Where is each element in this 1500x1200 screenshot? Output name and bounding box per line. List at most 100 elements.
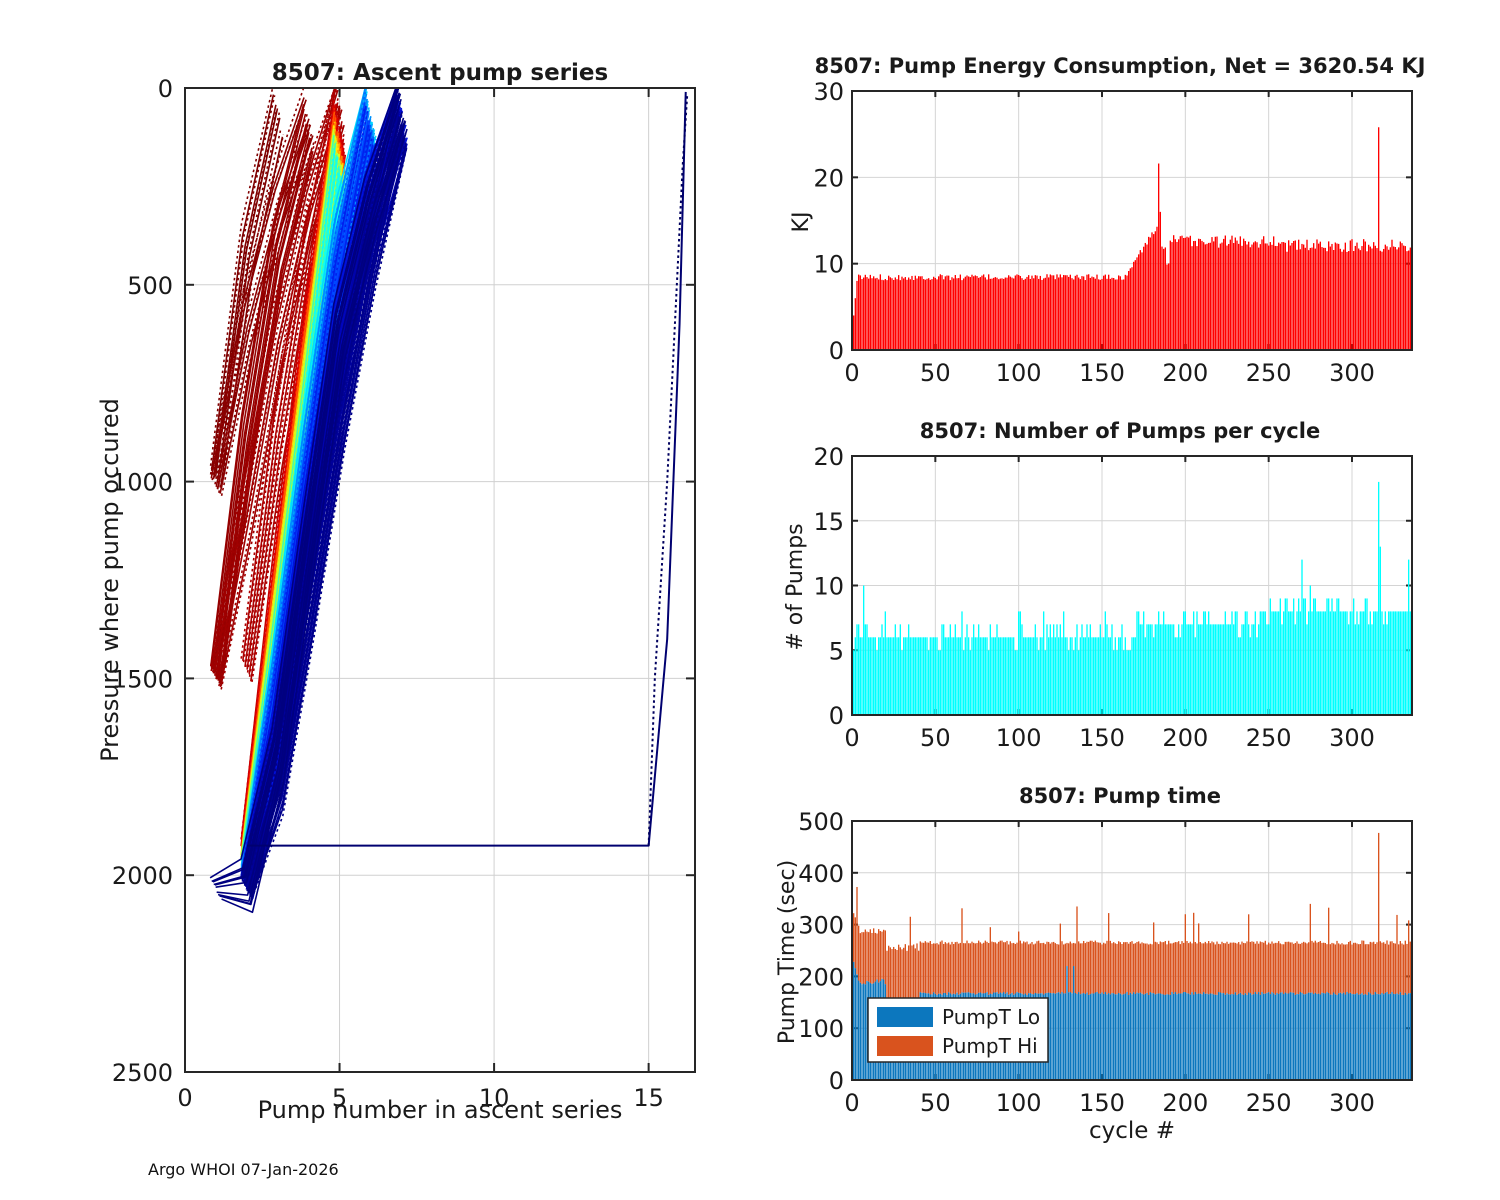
npumps-bar xyxy=(1046,624,1048,715)
ascent-cycle-line xyxy=(213,111,278,478)
pumptime-hi-bar xyxy=(1173,942,1175,994)
npumps-bar xyxy=(1266,624,1268,715)
npumps-bar xyxy=(926,637,928,715)
ascent-cycle-line xyxy=(212,88,400,883)
energy-bar xyxy=(1393,246,1395,350)
pumptime-lo-bar xyxy=(1391,991,1393,1080)
energy-bar xyxy=(911,275,913,350)
energy-bar xyxy=(1224,235,1226,350)
npumps-bar xyxy=(886,637,888,715)
pumptime-hi-bar xyxy=(1159,941,1161,994)
ascent-cycle-line xyxy=(220,134,285,488)
npumps-bar xyxy=(951,637,953,715)
npumps-bar xyxy=(1174,637,1176,715)
energy-bar xyxy=(1308,250,1310,350)
pumptime-hi-bar xyxy=(1373,941,1375,995)
pumptime-lo-bar xyxy=(1351,994,1353,1080)
energy-bar xyxy=(1376,248,1378,350)
pumptime-lo-bar xyxy=(1304,994,1306,1080)
npumps-bar xyxy=(1199,624,1201,715)
npumps-bar xyxy=(1346,611,1348,715)
npumps-bar xyxy=(891,637,893,715)
energy-bar xyxy=(916,278,918,350)
npumps-bar xyxy=(1229,624,1231,715)
pumptime-hi-bar xyxy=(869,929,871,984)
npumps-bar xyxy=(1124,637,1126,715)
ascent-cycle-line xyxy=(216,112,281,479)
ascent-cycle-line xyxy=(240,106,366,878)
pumptime-hi-bar xyxy=(914,948,916,1000)
pumptime-hi-bar xyxy=(1054,943,1056,994)
npumps-bar xyxy=(864,624,866,715)
energy-bar xyxy=(1198,238,1200,350)
pumptime-hi-bar xyxy=(1151,944,1153,994)
energy-bar xyxy=(878,279,880,350)
energy-bar xyxy=(1049,274,1051,350)
npumps-bar xyxy=(1146,624,1148,715)
npumps-bar xyxy=(919,637,921,715)
energy-bar xyxy=(1231,235,1233,350)
npumps-bar xyxy=(1051,637,1053,715)
npumps-bar xyxy=(1018,611,1020,715)
energy-bar xyxy=(1144,242,1146,350)
pumptime-hi-bar xyxy=(951,941,953,995)
npumps-bar xyxy=(1276,611,1278,715)
ascent-cycle-line xyxy=(212,95,276,472)
energy-bar xyxy=(1176,241,1178,350)
pumptime-hi-bar xyxy=(1183,942,1185,993)
pumptime-lo-bar xyxy=(1196,993,1198,1080)
npumps-bar xyxy=(1028,637,1030,715)
npumps-bar xyxy=(1409,611,1411,715)
ascent-plot-border xyxy=(184,87,696,1073)
npumps-bar xyxy=(911,637,913,715)
npumpsAxes-ytick: 20 xyxy=(813,443,844,471)
pumptime-hi-bar xyxy=(1064,943,1066,994)
energy-bar xyxy=(941,275,943,350)
pumptime-hi-bar xyxy=(1153,922,1155,994)
energy-bar xyxy=(1098,279,1100,350)
pumptime-lo-bar xyxy=(1246,994,1248,1080)
npumps-bar xyxy=(984,637,986,715)
energy-bar xyxy=(1264,243,1266,350)
energy-bar xyxy=(1239,236,1241,350)
pumptime-hi-bar xyxy=(878,929,880,983)
energy-bar xyxy=(1111,277,1113,350)
energy-bar xyxy=(946,275,948,350)
pumptime-hi-bar xyxy=(1079,943,1081,995)
pumptime-hi-bar xyxy=(863,932,865,984)
pumptime-hi-bar xyxy=(949,944,951,994)
energy-bar xyxy=(863,277,865,350)
pumptime-hi-bar xyxy=(1369,941,1371,994)
pumptime-lo-bar xyxy=(1291,992,1293,1080)
pumptime-lo-bar xyxy=(1399,992,1401,1080)
npumps-bar xyxy=(1103,637,1105,715)
pumptime-lo-bar xyxy=(1299,992,1301,1080)
ascent-cycle-line xyxy=(210,104,305,666)
npumps-bar xyxy=(1398,611,1400,715)
npumps-bar xyxy=(1039,637,1041,715)
pumptime-hi-bar xyxy=(1309,903,1311,993)
pumptime-hi-bar xyxy=(1379,941,1381,995)
npumps-bar xyxy=(1038,650,1040,715)
ptAxes-xtick: 150 xyxy=(1079,1089,1125,1117)
pumptime-legend[interactable]: PumpT Lo PumpT Hi xyxy=(867,997,1049,1063)
pumptime-lo-bar xyxy=(1128,995,1130,1080)
energy-bar xyxy=(1173,235,1175,350)
energy-bar xyxy=(1128,271,1130,350)
energy-bar xyxy=(1249,247,1251,350)
pumptime-lo-bar xyxy=(1159,993,1161,1080)
npumps-bar xyxy=(1293,598,1295,715)
pumptime-lo-bar xyxy=(1079,994,1081,1080)
npumps-bar xyxy=(1316,611,1318,715)
pumptime-hi-bar xyxy=(1396,914,1398,994)
npumps-bar xyxy=(1361,611,1363,715)
ptAxes-xtick: 250 xyxy=(1246,1089,1292,1117)
npumps-bar xyxy=(1161,624,1163,715)
pumptime-lo-bar xyxy=(1359,994,1361,1080)
pumptime-lo-bar xyxy=(1313,994,1315,1080)
energy-bar xyxy=(1078,277,1080,350)
npumps-bar xyxy=(996,624,998,715)
pumptime-lo-bar xyxy=(1249,993,1251,1080)
npumps-bar xyxy=(989,624,991,715)
energy-bar xyxy=(881,279,883,350)
